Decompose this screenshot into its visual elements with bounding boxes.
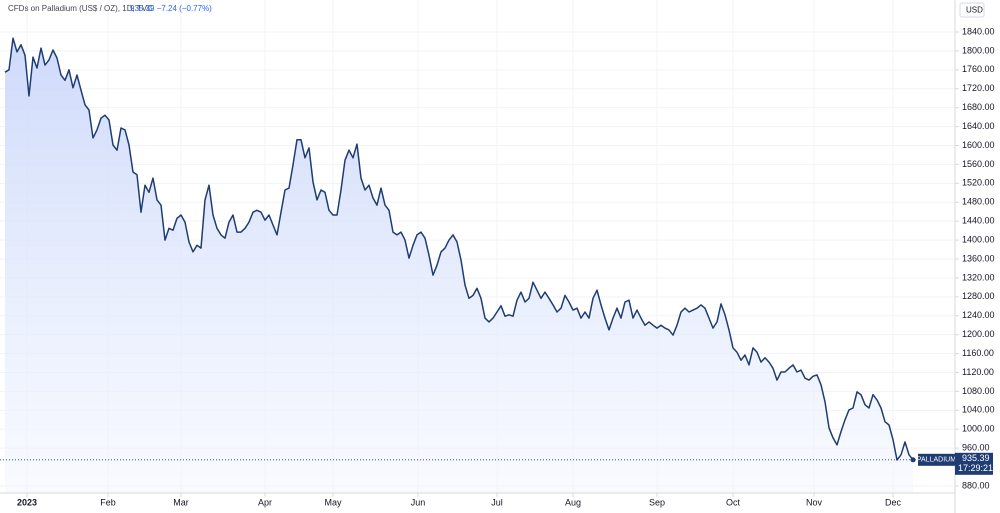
y-tick-label: 1760.00 [962,64,995,74]
quote: 935.39 −7.24 (−0.77%) [130,4,212,13]
y-tick-label: 1240.00 [962,310,995,320]
x-tick-label: Oct [726,497,741,507]
x-tick-label: May [324,497,342,507]
y-tick-label: 1680.00 [962,102,995,112]
x-tick-label: Nov [806,497,823,507]
y-tick-label: 1840.00 [962,26,995,36]
series-label-box [918,453,955,466]
last-price-dot [910,457,916,463]
y-tick-label: 1560.00 [962,159,995,169]
y-tick-label: 1720.00 [962,83,995,93]
price-label: 935.39 [962,453,990,463]
currency[interactable]: USD [966,6,983,15]
y-tick-label: 1520.00 [962,178,995,188]
chart-title: CFDs on Palladium (US$ / OZ), 1D, TVC [8,4,153,13]
y-tick-label: 1400.00 [962,234,995,244]
price-label-box [955,452,993,475]
x-tick-label: Apr [258,497,272,507]
y-tick-label: 1280.00 [962,291,995,301]
series-label: PALLADIUM [917,457,956,464]
x-tick-label: Dec [885,497,902,507]
x-tick-label: Sep [649,497,665,507]
y-tick-label: 1160.00 [962,348,994,358]
y-tick-label: 1600.00 [962,140,995,150]
y-tick-label: 1480.00 [962,197,995,207]
area-fill [5,38,913,493]
x-tick-label: Mar [173,497,189,507]
x-tick-label: Jun [411,497,426,507]
x-tick-label: Feb [100,497,116,507]
y-tick-label: 1120.00 [962,367,994,377]
countdown: 17:29:21 [958,463,993,473]
y-tick-label: 1200.00 [962,329,995,339]
y-tick-label: 1640.00 [962,121,995,131]
x-tick-label: Aug [565,497,581,507]
y-tick-label: 1800.00 [962,45,995,55]
y-tick-label: 1360.00 [962,253,995,263]
x-tick-label: 2023 [17,497,37,507]
y-tick-label: 1440.00 [962,216,995,226]
y-tick-label: 1000.00 [962,424,995,434]
currency-button[interactable] [959,2,985,18]
y-tick-label: 1320.00 [962,272,995,282]
x-tick-label: Jul [491,497,503,507]
price-line [4,37,914,461]
y-tick-label: 1080.00 [962,386,995,396]
y-tick-label: 1040.00 [962,405,995,415]
y-tick-label: 960.00 [962,443,990,453]
y-tick-label: 880.00 [962,480,990,490]
